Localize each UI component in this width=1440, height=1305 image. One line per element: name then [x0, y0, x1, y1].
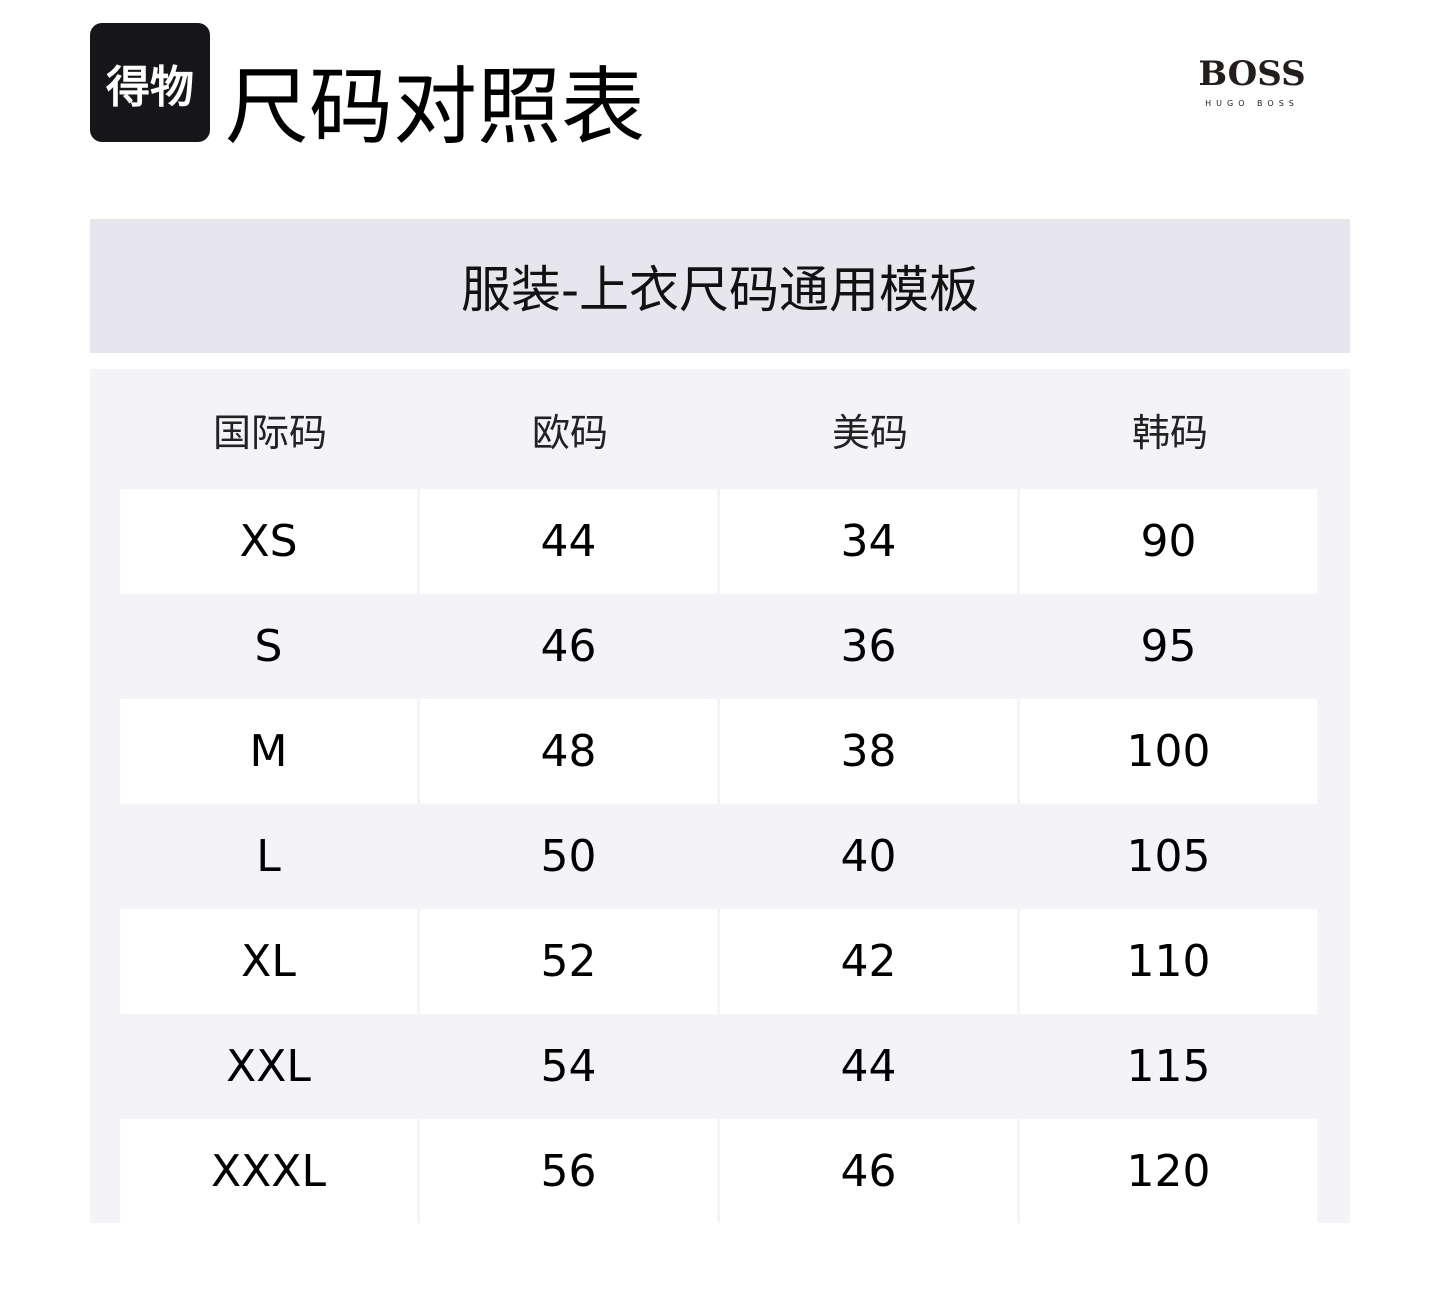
table-cell: 105: [1126, 831, 1211, 882]
dewu-logo: 得物: [90, 23, 210, 142]
column-header: 欧码: [531, 410, 608, 455]
section-title-text: 服装-上衣尺码通用模板: [460, 261, 980, 319]
table-cell: 44: [840, 1041, 897, 1092]
table-row: S 46 36 95: [120, 594, 1320, 699]
table-row: XL 52 42 110: [120, 909, 1320, 1014]
table-cell: 36: [840, 621, 897, 672]
table-cell: 52: [420, 909, 717, 1014]
table-row: XS 44 34 90: [120, 489, 1320, 594]
table-cell: XL: [120, 909, 417, 1014]
table-cell: 56: [420, 1119, 717, 1223]
table-cell: 115: [1126, 1041, 1211, 1092]
table-cell: L: [256, 831, 281, 882]
section-title: 服装-上衣尺码通用模板: [90, 219, 1350, 353]
logo-text: 得物: [106, 61, 194, 113]
page-title: 尺码对照表: [225, 58, 646, 156]
table-cell: 110: [1020, 909, 1317, 1014]
table-cell: 46: [540, 621, 597, 672]
table-cell: M: [120, 699, 417, 804]
table-cell: XS: [120, 489, 417, 594]
table-cell: 50: [540, 831, 597, 882]
table-cell: XXL: [226, 1041, 311, 1092]
table-cell: 46: [720, 1119, 1017, 1223]
table-cell: 95: [1140, 621, 1197, 672]
table-cell: S: [254, 621, 283, 672]
table-cell: 42: [720, 909, 1017, 1014]
table-cell: XXXL: [120, 1119, 417, 1223]
table-cell: 120: [1020, 1119, 1317, 1223]
table-cell: 40: [840, 831, 897, 882]
table-row: M 48 38 100: [120, 699, 1320, 804]
table-row: XXXL 56 46 120: [120, 1119, 1320, 1223]
brand-logo: BOSS HUGO BOSS: [1180, 52, 1324, 110]
column-header: 美码: [831, 410, 908, 455]
table-cell: 48: [420, 699, 717, 804]
table-row: XXL 54 44 115: [120, 1014, 1320, 1119]
brand-subname: HUGO BOSS: [1205, 99, 1299, 108]
column-header: 韩码: [1131, 410, 1208, 455]
table-cell: 54: [540, 1041, 597, 1092]
column-header: 国际码: [212, 410, 327, 455]
table-cell: 90: [1020, 489, 1317, 594]
table-cell: 38: [720, 699, 1017, 804]
size-table: 国际码 欧码 美码 韩码 XS 44 34 90 S 46 36 95 M 48 38 100 L 50 4…: [90, 369, 1350, 1223]
table-row: L 50 40 105: [120, 804, 1320, 909]
table-cell: 34: [720, 489, 1017, 594]
table-cell: 100: [1020, 699, 1317, 804]
brand-name: BOSS: [1198, 54, 1306, 94]
table-cell: 44: [420, 489, 717, 594]
